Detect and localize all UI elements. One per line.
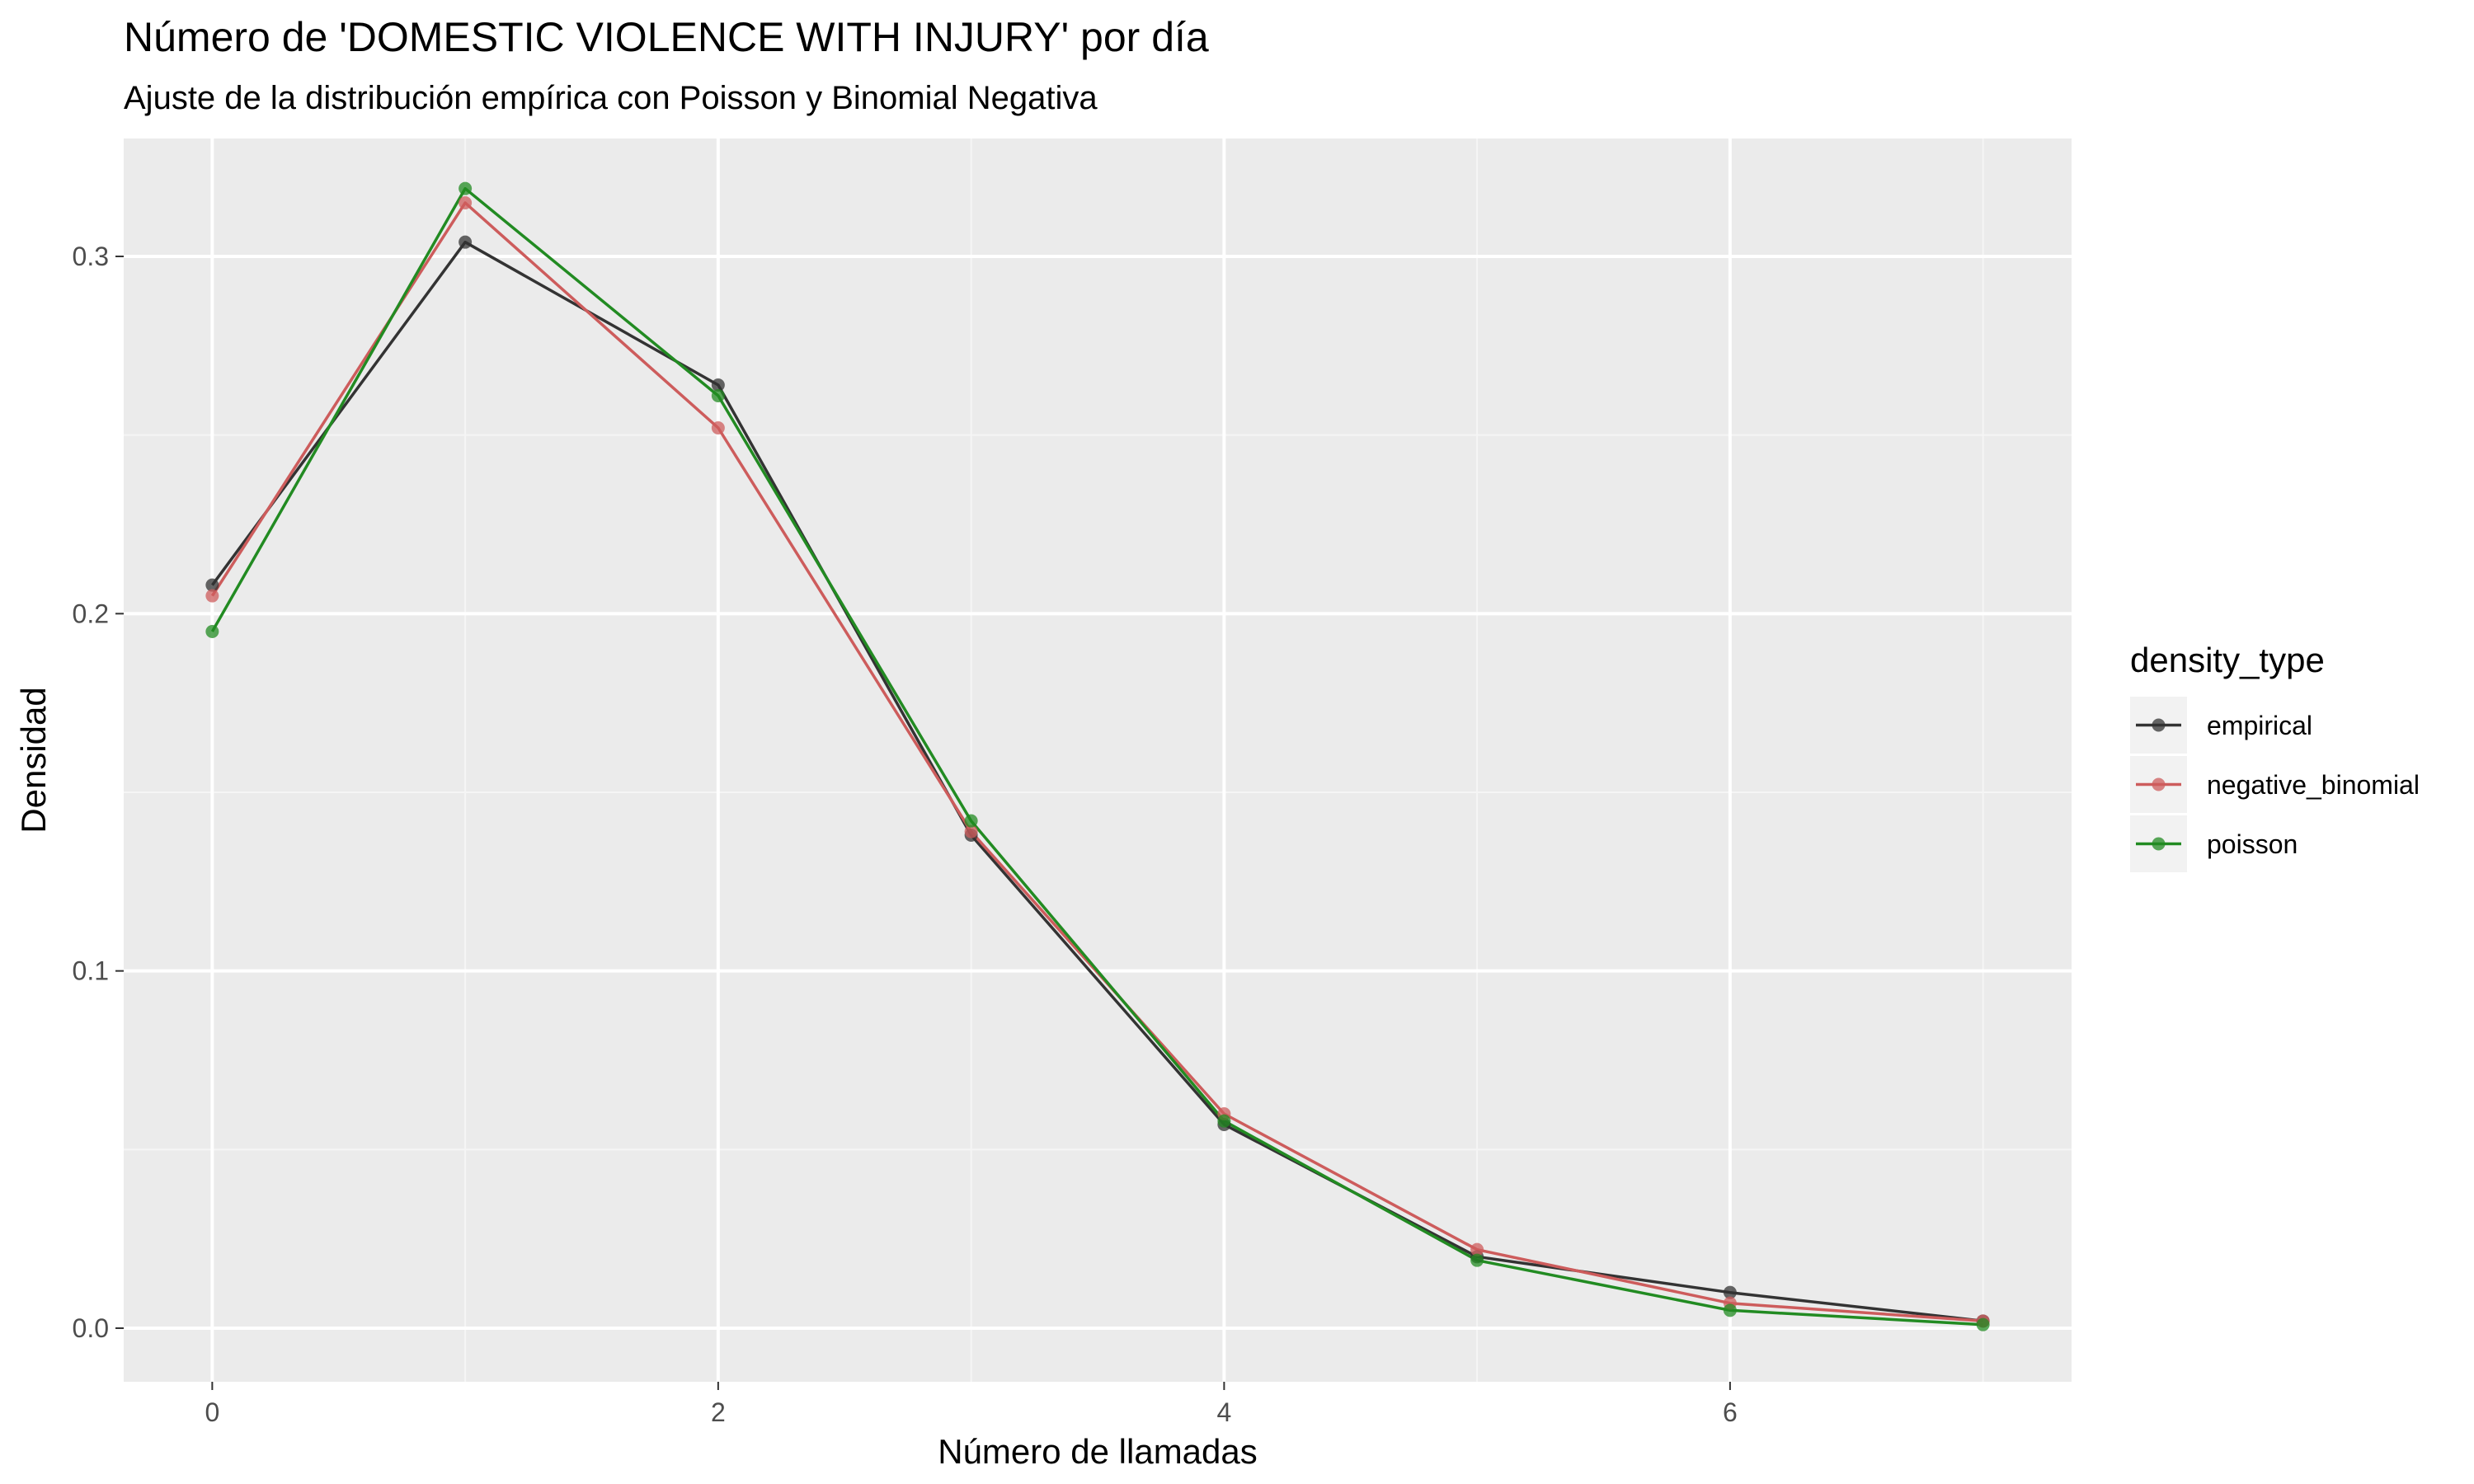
legend-item-empirical: empirical <box>2130 697 2312 754</box>
data-point-negative-binomial <box>964 824 978 838</box>
data-point-empirical <box>1723 1285 1737 1299</box>
chart-title: Número de 'DOMESTIC VIOLENCE WITH INJURY… <box>124 14 1209 60</box>
legend: density_type empirical negative_binomialp… <box>2130 641 2420 872</box>
data-point-poisson <box>1723 1303 1737 1317</box>
series-points <box>205 181 1990 1331</box>
x-axis-ticks: 0 2 4 6 <box>205 1382 1738 1427</box>
chart-subtitle: Ajuste de la distribución empírica con P… <box>124 80 1098 116</box>
data-point-poisson <box>1217 1114 1231 1128</box>
x-tick-label: 4 <box>1216 1397 1231 1427</box>
x-tick-label: 2 <box>711 1397 726 1427</box>
legend-label: poisson <box>2207 829 2298 859</box>
plot-panel <box>124 139 2072 1382</box>
legend-key-point <box>2152 777 2166 791</box>
legend-item-poisson: poisson <box>2130 815 2298 872</box>
data-point-poisson <box>1976 1317 1990 1331</box>
data-point-negative-binomial <box>1470 1242 1484 1256</box>
grid-minor <box>124 139 2072 1382</box>
data-point-poisson <box>459 181 473 195</box>
data-point-negative-binomial <box>711 421 725 434</box>
data-point-negative-binomial <box>459 196 473 209</box>
y-tick-label: 0.3 <box>73 242 109 271</box>
legend-label: empirical <box>2207 711 2312 740</box>
x-axis-title: Número de llamadas <box>938 1432 1258 1471</box>
x-tick-label: 0 <box>205 1397 219 1427</box>
data-point-empirical <box>205 578 219 592</box>
data-point-poisson <box>964 814 978 828</box>
data-point-negative-binomial <box>205 589 219 603</box>
y-axis-title: Densidad <box>14 687 53 833</box>
y-tick-label: 0.0 <box>73 1313 109 1343</box>
series-line-empirical <box>210 240 1983 1323</box>
y-tick-label: 0.2 <box>73 599 109 628</box>
series-lines <box>210 186 1983 1327</box>
legend-item-negative-binomial: negative_binomial <box>2130 756 2420 813</box>
legend-title: density_type <box>2130 641 2325 679</box>
legend-key-point <box>2152 837 2166 851</box>
legend-key-point <box>2152 718 2166 732</box>
series-line-poisson <box>210 186 1983 1327</box>
legend-label: negative_binomial <box>2207 770 2420 800</box>
data-point-empirical <box>711 378 725 392</box>
data-point-empirical <box>459 235 473 249</box>
y-tick-label: 0.1 <box>73 956 109 986</box>
data-point-poisson <box>711 389 725 402</box>
data-point-poisson <box>205 625 219 638</box>
x-tick-label: 6 <box>1723 1397 1738 1427</box>
data-point-poisson <box>1470 1253 1484 1267</box>
y-axis-ticks: 0.0 0.1 0.2 0.3 <box>73 242 124 1343</box>
